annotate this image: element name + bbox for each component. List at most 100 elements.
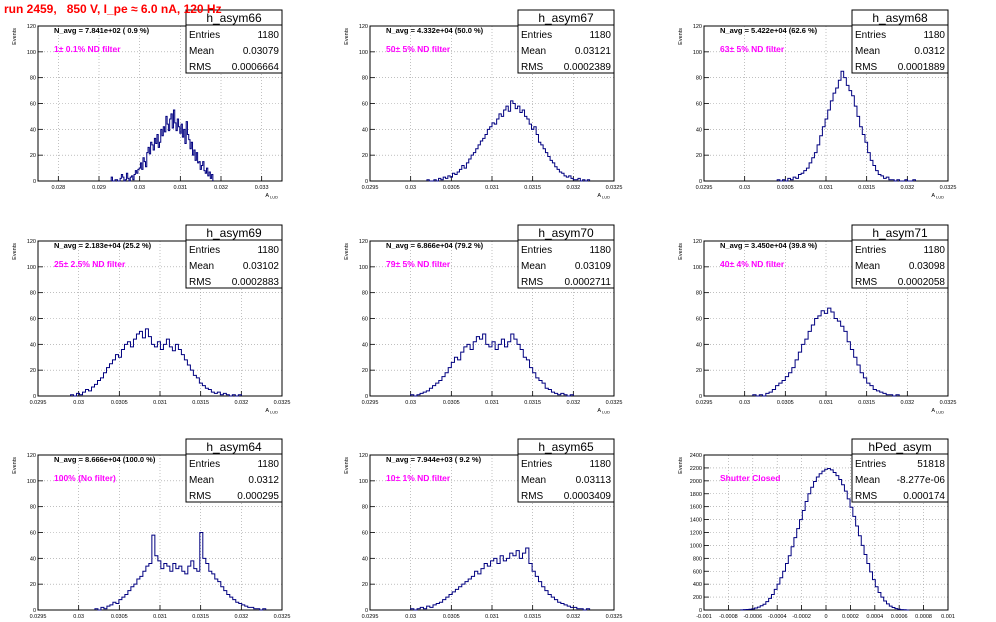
y-tick-label: 80 [30,505,36,511]
stats-box: h_asym67 Entries 1180 Mean 0.03121 RMS 0.00023… [517,9,615,74]
y-tick-label: 100 [693,265,702,271]
y-tick-label: 20 [362,368,368,374]
histogram-line-hPed_asym [740,468,910,611]
histogram-panel-h_asym65: 0.0295 0.03 0.0305 0.031 0.0315 0.032 0.0325 0 2… [344,438,623,620]
stats-mean-label: Mean [189,475,214,486]
x-axis-label: ALUD [265,193,278,200]
filter-label: 79± 5% ND filter [386,259,451,269]
x-tick-label: 0.0325 [940,185,957,191]
x-tick-label: 0.03 [134,185,145,191]
x-tick-label: 0.033 [255,185,269,191]
y-tick-label: 2000 [690,479,702,485]
histogram-line-h_asym66 [110,109,214,182]
stats-rms-value: 0.0002389 [564,62,612,73]
histogram-panel-h_asym66: 0.028 0.029 0.03 0.031 0.032 0.033 0 20 40 60 80 10… [12,9,283,200]
stats-rms-label: RMS [521,491,544,502]
x-tick-label: 0.03 [405,400,416,406]
x-tick-label: 0.0295 [696,400,713,406]
y-tick-label: 20 [30,153,36,159]
stats-entries-value: 1180 [257,245,279,256]
stats-box: h_asym69 Entries 1180 Mean 0.03102 RMS 0.00028… [185,224,283,289]
y-tick-label: 100 [27,265,36,271]
x-tick-label: 0.032 [900,185,914,191]
x-axis-label: ALUD [931,408,944,415]
y-tick-label: 60 [30,531,36,537]
stats-mean-label: Mean [189,261,214,272]
filter-label: 1± 0.1% ND filter [54,44,121,54]
y-axis-label: Events [12,457,18,474]
x-tick-label: 0.0305 [111,614,128,620]
y-tick-label: 0 [699,179,702,185]
histogram-line-h_asym70 [410,333,574,397]
x-tick-label: 0.0315 [524,185,541,191]
run-title: run 2459, 850 V, I_pe ≈ 6.0 nA, 120 Hz [4,2,222,16]
stats-entries-label: Entries [189,245,220,256]
y-tick-label: 40 [30,127,36,133]
x-tick-label: 0.0315 [858,400,875,406]
x-tick-label: 0.031 [485,400,499,406]
navg-label: N_avg = 8.666e+04 (100.0 %) [54,455,156,464]
x-tick-label: 0.0305 [111,400,128,406]
x-tick-label: 0.0295 [30,614,47,620]
stats-mean-value: 0.03113 [576,475,612,486]
x-tick-label: 0.0305 [443,400,460,406]
y-tick-label: 20 [362,153,368,159]
x-tick-label: 0.032 [566,400,580,406]
y-axis-label: Events [678,243,684,260]
filter-label: 50± 5% ND filter [386,44,451,54]
y-tick-label: 100 [27,479,36,485]
y-tick-label: 60 [696,102,702,108]
stats-frame [185,9,283,74]
x-tick-label: 0.0325 [606,614,623,620]
y-tick-label: 0 [699,394,702,400]
x-tick-label: 0.03 [73,400,84,406]
y-tick-label: 120 [359,453,368,459]
y-tick-label: 40 [362,342,368,348]
stats-rms-value: 0.0003409 [564,491,612,502]
navg-label: N_avg = 4.332e+04 (50.0 %) [386,26,484,35]
x-tick-label: 0.0325 [940,400,957,406]
x-tick-label: 0.001 [941,614,955,620]
histogram-panel-h_asym64: 0.0295 0.03 0.0305 0.031 0.0315 0.032 0.0325 0 2… [12,438,291,620]
x-tick-label: -0.0008 [719,614,738,620]
stats-rms-label: RMS [189,62,212,73]
x-tick-label: 0.0006 [891,614,908,620]
stats-rms-value: 0.000295 [237,491,279,502]
x-tick-label: 0.0325 [274,614,291,620]
y-tick-label: 40 [696,127,702,133]
x-tick-label: 0.032 [566,185,580,191]
stats-entries-value: 1180 [257,30,279,41]
stats-mean-value: -8.277e-06 [897,475,946,486]
y-tick-label: 40 [30,342,36,348]
y-tick-label: 120 [693,239,702,245]
y-tick-label: 80 [696,291,702,297]
stats-rms-value: 0.000174 [903,491,945,502]
y-tick-label: 0 [33,179,36,185]
stats-title: hPed_asym [868,440,931,454]
navg-label: N_avg = 6.866e+04 (79.2 %) [386,241,484,250]
x-tick-label: 0.0325 [274,400,291,406]
y-tick-label: 120 [693,24,702,30]
x-tick-label: 0.0305 [777,185,794,191]
y-tick-label: 120 [359,24,368,30]
histogram-line-h_asym67 [426,100,591,182]
stats-mean-label: Mean [855,475,880,486]
y-tick-label: 40 [362,127,368,133]
y-tick-label: 0 [33,608,36,614]
x-tick-label: -0.0004 [768,614,787,620]
x-tick-label: 0.031 [819,185,833,191]
x-tick-label: 0.031 [153,400,167,406]
y-tick-label: 100 [693,50,702,56]
x-tick-label: 0.0295 [30,400,47,406]
y-tick-label: 0 [365,179,368,185]
stats-mean-value: 0.0312 [914,46,945,57]
x-tick-label: 0.032 [214,185,228,191]
stats-box: h_asym65 Entries 1180 Mean 0.03113 RMS 0.00034… [517,438,615,503]
y-tick-label: 80 [696,76,702,82]
histogram-panel-h_asym67: 0.0295 0.03 0.0305 0.031 0.0315 0.032 0.0325 0 2… [344,9,622,200]
y-tick-label: 60 [362,531,368,537]
stats-mean-label: Mean [521,475,546,486]
stats-entries-label: Entries [521,30,552,41]
navg-label: N_avg = 7.841e+02 ( 0.9 %) [54,26,150,35]
stats-rms-label: RMS [855,491,878,502]
